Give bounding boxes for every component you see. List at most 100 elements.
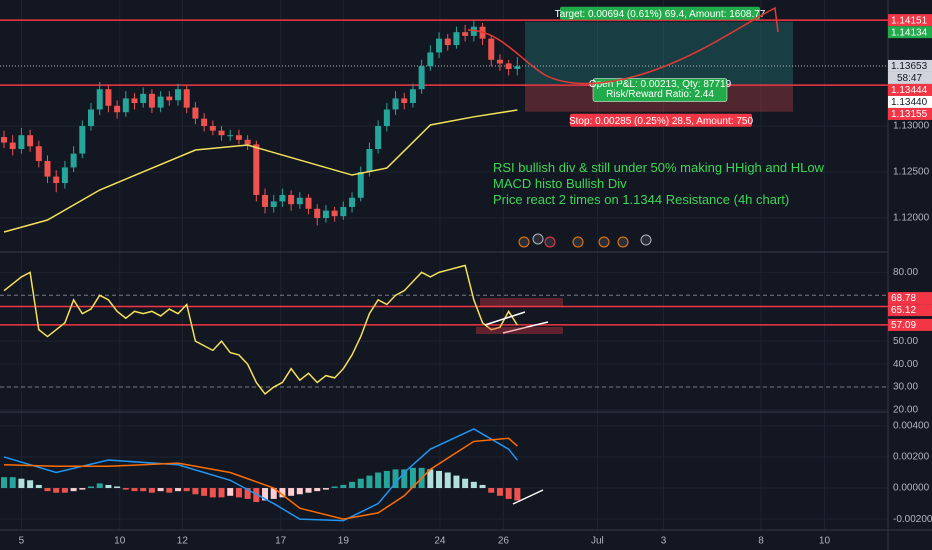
rsi-zone (476, 327, 563, 334)
candle-body (418, 66, 425, 90)
histogram-bar (183, 488, 190, 492)
histogram-bar (392, 469, 399, 489)
event-icon (532, 233, 544, 245)
candle-body (270, 201, 277, 207)
histogram-bar (470, 481, 477, 489)
target-label: Target: 0.00694 (0.61%) 69.4, Amount: 16… (555, 9, 766, 20)
candle-body (44, 160, 51, 177)
histogram-bar (340, 484, 347, 489)
histogram-bar (9, 477, 16, 489)
price-tag (888, 318, 932, 331)
histogram-bar (401, 469, 408, 489)
marks: 5 10 12 17 19 24 26 Jul 3 8 10 1.12000 1.12500 1.1300… (0, 6, 932, 547)
x-tick-label: Jul (591, 536, 604, 547)
y-tick-label: -0.00200 (893, 514, 932, 525)
candle-body (453, 32, 460, 46)
histogram-bar (131, 488, 138, 492)
candle-body (244, 139, 251, 145)
candle-body (175, 89, 182, 101)
candle-body (88, 109, 95, 127)
histogram-bar (44, 488, 51, 492)
histogram-bar (331, 486, 338, 489)
price-tag (888, 14, 932, 27)
price-tag-label: 68.78 (891, 293, 916, 304)
histogram-bar (53, 488, 60, 493)
candle-body (349, 197, 356, 207)
rsi-zone (480, 298, 563, 307)
event-icon (617, 236, 629, 248)
price-tag-label: 1.13444 (891, 85, 928, 96)
candle-body (322, 210, 329, 218)
histogram-bar (96, 483, 103, 489)
candle-body (383, 109, 390, 127)
price-tag (888, 26, 932, 39)
histogram-bar (244, 488, 251, 499)
histogram-bar (436, 470, 443, 489)
candle-body (105, 89, 112, 106)
histogram-bar (70, 488, 77, 492)
histogram-bar (444, 472, 451, 489)
candle-body (436, 38, 443, 53)
histogram-bar (314, 488, 321, 492)
candle-body (375, 126, 382, 150)
histogram-bar (192, 488, 199, 495)
divergence-line (502, 321, 549, 334)
histogram-bar (462, 478, 469, 489)
annotation: Price react 2 times on 1.1344 Resistance… (493, 192, 789, 207)
price-tag (888, 83, 932, 96)
x-tick-label: 10 (114, 536, 126, 547)
candle-body (166, 96, 173, 101)
histogram-bar (453, 475, 460, 489)
stop-label-box (570, 113, 752, 127)
candle-body (470, 26, 477, 36)
candle-body (140, 93, 147, 104)
histogram-bar (35, 484, 42, 489)
histogram-bar (375, 472, 382, 489)
y-tick-label: 20.00 (893, 405, 918, 416)
candle-body (35, 146, 42, 161)
histogram-bar (288, 488, 295, 496)
histogram-bar (209, 488, 216, 498)
candle-body (9, 142, 16, 150)
histogram-bar (427, 469, 434, 489)
candle-body (357, 172, 364, 198)
candle-body (201, 118, 208, 127)
candle-body (18, 135, 25, 150)
histogram-bar (114, 486, 121, 489)
candle-body (401, 98, 408, 104)
histogram-bar (305, 488, 312, 493)
histogram-bar (357, 478, 364, 489)
histogram-bar (514, 488, 521, 501)
candle-body (444, 38, 451, 46)
histogram-bar (148, 488, 155, 493)
histogram-bar (262, 488, 269, 501)
countdown-box (888, 71, 932, 84)
event-icon (544, 236, 556, 248)
x-tick-label: 19 (338, 536, 350, 547)
histogram-bar (27, 480, 34, 489)
event-icon (572, 236, 584, 248)
rr-label: Risk/Reward Ratio: 2.44 (606, 89, 714, 100)
histogram-bar (88, 486, 95, 489)
y-tick-label: 0.00200 (893, 452, 930, 463)
candle-body (427, 52, 434, 67)
rsi-line (3, 264, 518, 396)
histogram-bar (227, 488, 234, 496)
candle-body (148, 93, 155, 108)
macd-line (3, 428, 518, 522)
price-tag-label: 1.14134 (891, 27, 928, 38)
price-tag-label: 57.09 (891, 320, 916, 331)
y-tick-label: 0.00000 (893, 483, 930, 494)
annotation: RSI bullish div & still under 50% making… (493, 160, 825, 175)
price-tag-label: 1.14151 (891, 15, 928, 26)
projection-drawing (467, 6, 779, 85)
x-tick-label: 3 (661, 536, 667, 547)
histogram-bar (496, 488, 503, 496)
event-icon (518, 236, 530, 248)
profit-zone (525, 21, 793, 86)
histogram-bar (409, 467, 416, 489)
countdown: 58:47 (897, 73, 922, 84)
candle-body (462, 32, 469, 36)
candle-body (305, 197, 312, 209)
